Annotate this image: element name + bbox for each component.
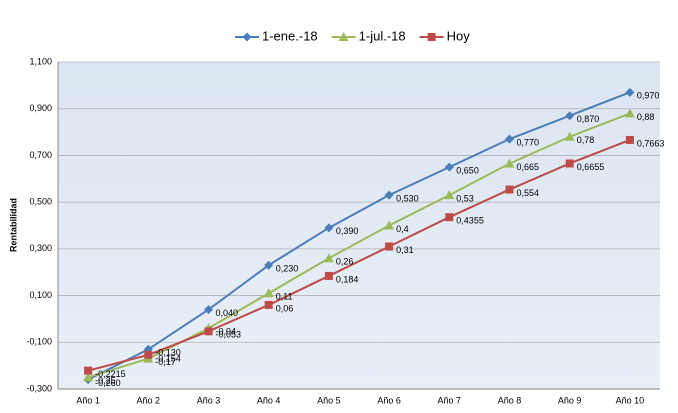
- marker: [565, 159, 574, 168]
- data-label: 0,06: [276, 303, 294, 313]
- data-label: 0,970: [637, 91, 660, 101]
- legend-label: Hoy: [447, 28, 471, 43]
- data-label: 0,040: [216, 308, 239, 318]
- marker: [144, 350, 153, 359]
- y-tick-label: 0,900: [29, 103, 52, 113]
- marker: [385, 242, 394, 251]
- x-tick-label: Año 1: [76, 395, 100, 405]
- x-tick-label: Año 8: [498, 395, 522, 405]
- marker: [204, 327, 213, 336]
- marker: [505, 185, 514, 194]
- data-label: 0,53: [456, 194, 474, 204]
- marker: [624, 108, 635, 118]
- x-tick-label: Año 9: [558, 395, 582, 405]
- marker: [323, 253, 334, 263]
- marker: [264, 260, 274, 270]
- data-label: 0,78: [577, 135, 595, 145]
- data-label: -0,154: [155, 353, 181, 363]
- data-label: -0,2215: [95, 369, 126, 379]
- data-label: -0,130: [155, 348, 181, 358]
- data-label: 0,650: [456, 165, 479, 175]
- y-axis-label: Rentabilidad: [8, 198, 18, 252]
- x-tick-label: Año 4: [257, 395, 281, 405]
- x-tick-label: Año 5: [317, 395, 341, 405]
- data-label: 0,11: [276, 292, 293, 302]
- marker: [625, 135, 634, 144]
- data-label: 0,230: [276, 264, 299, 274]
- x-tick-label: Año 2: [137, 395, 161, 405]
- series-line: [87, 139, 631, 372]
- data-label: 0,870: [577, 114, 600, 124]
- x-tick-label: Año 3: [197, 395, 221, 405]
- marker: [338, 32, 349, 41]
- y-tick-label: -0,300: [26, 383, 52, 393]
- marker: [84, 366, 93, 375]
- x-tick-label: Año 7: [438, 395, 462, 405]
- marker: [505, 134, 514, 144]
- data-label: 0,7663: [637, 138, 665, 148]
- marker: [427, 33, 436, 41]
- y-tick-label: 0,300: [29, 243, 52, 253]
- marker: [445, 213, 454, 222]
- data-label: 0,6655: [577, 162, 605, 172]
- legend-label: 1-ene.-18: [262, 28, 318, 43]
- y-tick-label: 1,100: [29, 56, 52, 66]
- plot-area: [58, 62, 660, 389]
- data-label: -0,04: [216, 327, 237, 337]
- marker: [324, 223, 334, 233]
- series-line: [87, 91, 631, 381]
- marker: [565, 111, 575, 121]
- y-tick-label: 0,500: [29, 197, 52, 207]
- data-label: 0,770: [517, 137, 540, 147]
- marker: [384, 190, 394, 200]
- data-label: 0,184: [336, 274, 359, 284]
- data-label: 0,530: [396, 194, 419, 204]
- marker: [444, 190, 455, 200]
- data-label: -0,260: [95, 378, 121, 388]
- data-label: 0,88: [637, 112, 655, 122]
- data-label: -0,25: [95, 376, 116, 386]
- marker: [324, 271, 333, 280]
- legend-label: 1-jul.-18: [359, 28, 406, 43]
- data-label: 0,26: [336, 257, 354, 267]
- marker: [564, 131, 575, 141]
- data-label: 0,390: [336, 226, 359, 236]
- data-label: 0,4355: [456, 216, 484, 226]
- marker: [504, 158, 515, 168]
- data-label: 0,31: [396, 245, 414, 255]
- data-label: -0,17: [155, 357, 176, 367]
- x-tick-label: Año 6: [377, 395, 401, 405]
- marker: [204, 305, 213, 315]
- data-label: 0,4: [396, 224, 409, 234]
- data-label: 0,554: [517, 188, 540, 198]
- marker: [625, 87, 635, 97]
- data-label: 0,665: [517, 162, 540, 172]
- x-tick-label: Año 10: [616, 395, 645, 405]
- marker: [242, 32, 252, 42]
- y-tick-label: 0,700: [29, 150, 52, 160]
- marker: [444, 162, 454, 172]
- data-label: -0,053: [216, 330, 242, 340]
- marker: [384, 220, 395, 230]
- y-tick-label: 0,100: [29, 290, 52, 300]
- marker: [83, 372, 94, 382]
- y-tick-label: -0,100: [26, 337, 52, 347]
- marker: [263, 288, 274, 298]
- marker: [264, 300, 273, 309]
